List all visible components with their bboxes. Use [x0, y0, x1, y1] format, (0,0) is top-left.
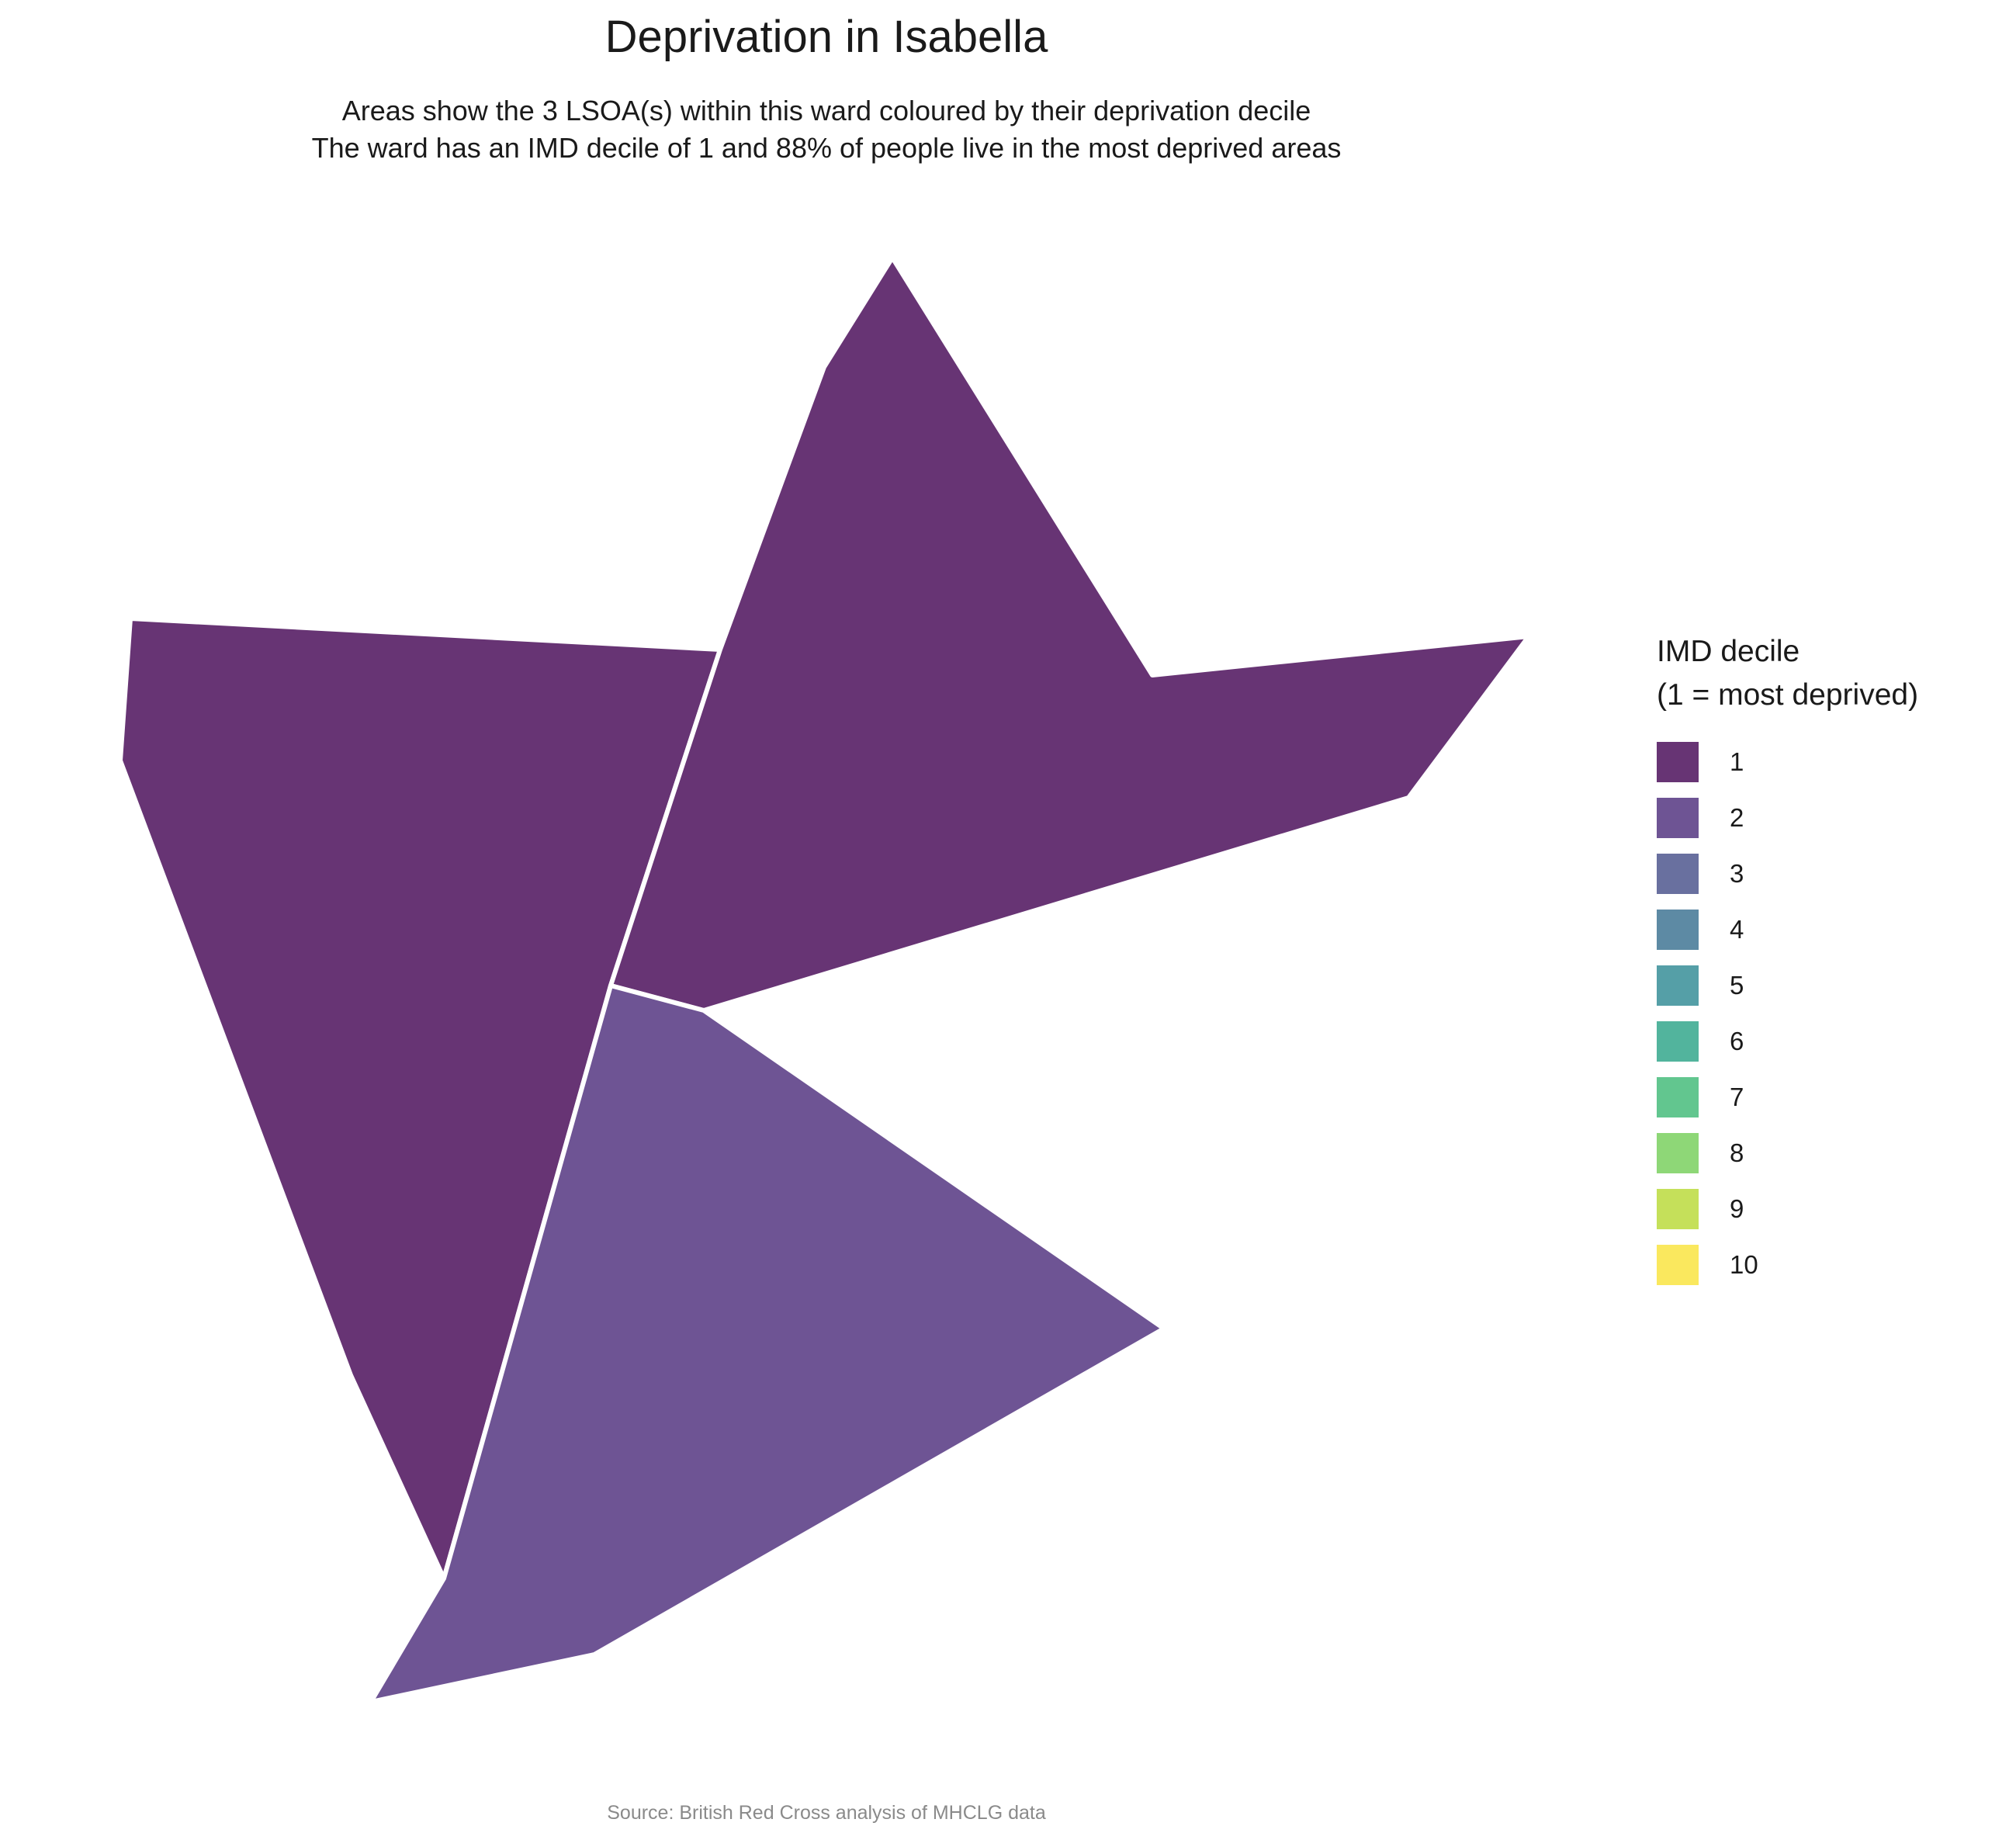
legend-items: 1 2 3 4 5 6 7 8 9 10 — [1657, 734, 1918, 1293]
legend-swatch — [1657, 1133, 1699, 1173]
legend-label: 4 — [1730, 915, 1744, 944]
legend: IMD decile (1 = most deprived) 1 2 3 4 5 6 7 8 9… — [1657, 630, 1918, 1293]
legend-title-line-1: IMD decile — [1657, 635, 1800, 668]
legend-label: 5 — [1730, 971, 1744, 1000]
legend-swatch — [1657, 742, 1699, 782]
legend-swatch — [1657, 965, 1699, 1006]
legend-item-9: 9 — [1657, 1181, 1918, 1237]
legend-label: 6 — [1730, 1027, 1744, 1055]
legend-swatch — [1657, 798, 1699, 838]
legend-item-6: 6 — [1657, 1014, 1918, 1069]
chart-title: Deprivation in Isabella — [604, 12, 1048, 62]
legend-item-3: 3 — [1657, 846, 1918, 902]
legend-swatch — [1657, 1077, 1699, 1117]
legend-label: 7 — [1730, 1083, 1744, 1111]
legend-label: 8 — [1730, 1138, 1744, 1167]
legend-label: 10 — [1730, 1250, 1758, 1279]
legend-item-5: 5 — [1657, 958, 1918, 1014]
ward-map — [120, 255, 1531, 1704]
legend-label: 2 — [1730, 803, 1744, 832]
lsoa-area-south — [369, 983, 1166, 1704]
legend-item-4: 4 — [1657, 902, 1918, 958]
legend-title-line-2: (1 = most deprived) — [1657, 678, 1919, 712]
legend-item-7: 7 — [1657, 1069, 1918, 1125]
source-caption: Source: British Red Cross analysis of MH… — [607, 1802, 1046, 1824]
legend-swatch — [1657, 1189, 1699, 1229]
chart-subtitle-line-1: Areas show the 3 LSOA(s) within this war… — [341, 95, 1311, 126]
legend-item-10: 10 — [1657, 1237, 1918, 1293]
legend-item-8: 8 — [1657, 1125, 1918, 1181]
legend-title: IMD decile (1 = most deprived) — [1657, 630, 1918, 717]
legend-label: 3 — [1730, 859, 1744, 888]
chart-subtitle-line-2: The ward has an IMD decile of 1 and 88% … — [311, 132, 1342, 164]
legend-item-1: 1 — [1657, 734, 1918, 790]
legend-item-2: 2 — [1657, 790, 1918, 846]
legend-swatch — [1657, 1245, 1699, 1285]
legend-swatch — [1657, 1021, 1699, 1062]
legend-label: 9 — [1730, 1194, 1744, 1223]
legend-swatch — [1657, 854, 1699, 894]
lsoa-area-north-east — [608, 255, 1531, 1013]
legend-swatch — [1657, 910, 1699, 950]
legend-label: 1 — [1730, 747, 1744, 776]
